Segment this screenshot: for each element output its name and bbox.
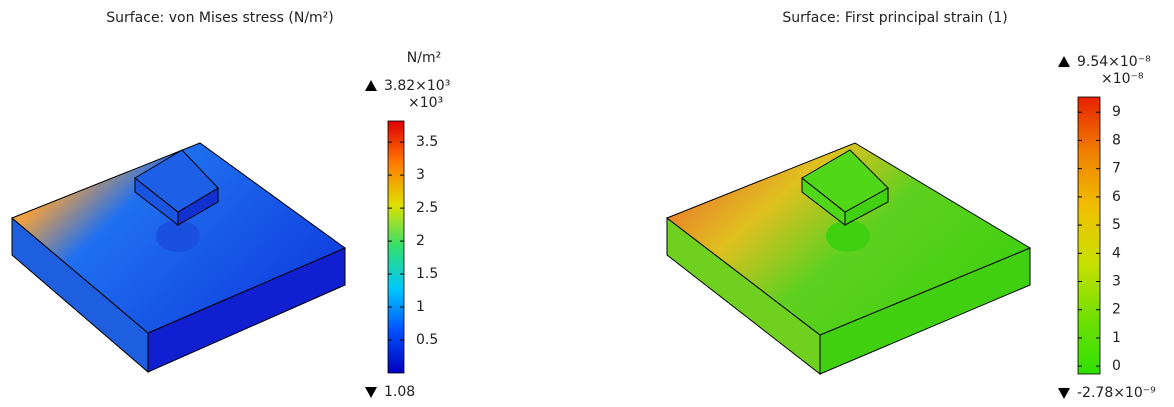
max-label: 9.54×10⁻⁸	[1077, 54, 1151, 70]
min-label: -2.78×10⁻⁹	[1077, 385, 1156, 401]
max-label: 3.82×10³	[384, 78, 450, 94]
chart-title: Surface: First principal strain (1)	[782, 10, 1007, 26]
multiplier: ×10³	[408, 95, 443, 111]
max-arrow	[1058, 56, 1070, 67]
tick-label: 2	[416, 233, 425, 249]
chart-title: Surface: von Mises stress (N/m²)	[106, 10, 334, 26]
tick-label: 6	[1112, 189, 1121, 205]
tick-label: 1	[1112, 330, 1121, 346]
multiplier: ×10⁻⁸	[1101, 71, 1144, 87]
min-arrow	[365, 387, 377, 398]
tick-label: 2	[1112, 302, 1121, 318]
tick-label: 7	[1112, 161, 1121, 177]
ball	[826, 220, 870, 252]
colorbar	[388, 121, 404, 373]
min-arrow	[1058, 388, 1070, 399]
colorbar	[1078, 97, 1100, 374]
max-arrow	[365, 80, 377, 91]
tick-label: 5	[1112, 217, 1121, 233]
chart: Surface: von Mises stress (N/m²) N/m² 3.82…	[0, 0, 1174, 407]
tick-label: 0	[1112, 358, 1121, 374]
model-right	[667, 143, 1030, 374]
tick-label: 4	[1112, 245, 1121, 261]
tick-label: 3.5	[416, 134, 438, 150]
tick-label: 0.5	[416, 332, 438, 348]
colorbar-unit: N/m²	[407, 50, 441, 66]
tick-label: 2.5	[416, 200, 438, 216]
tick-label: 1	[416, 299, 425, 315]
model-left	[12, 143, 345, 372]
tick-label: 1.5	[416, 266, 438, 282]
tick-label: 3	[416, 167, 425, 183]
min-label: 1.08	[384, 384, 415, 400]
tick-label: 9	[1112, 104, 1121, 120]
tick-label: 3	[1112, 274, 1121, 290]
tick-label: 8	[1112, 132, 1121, 148]
